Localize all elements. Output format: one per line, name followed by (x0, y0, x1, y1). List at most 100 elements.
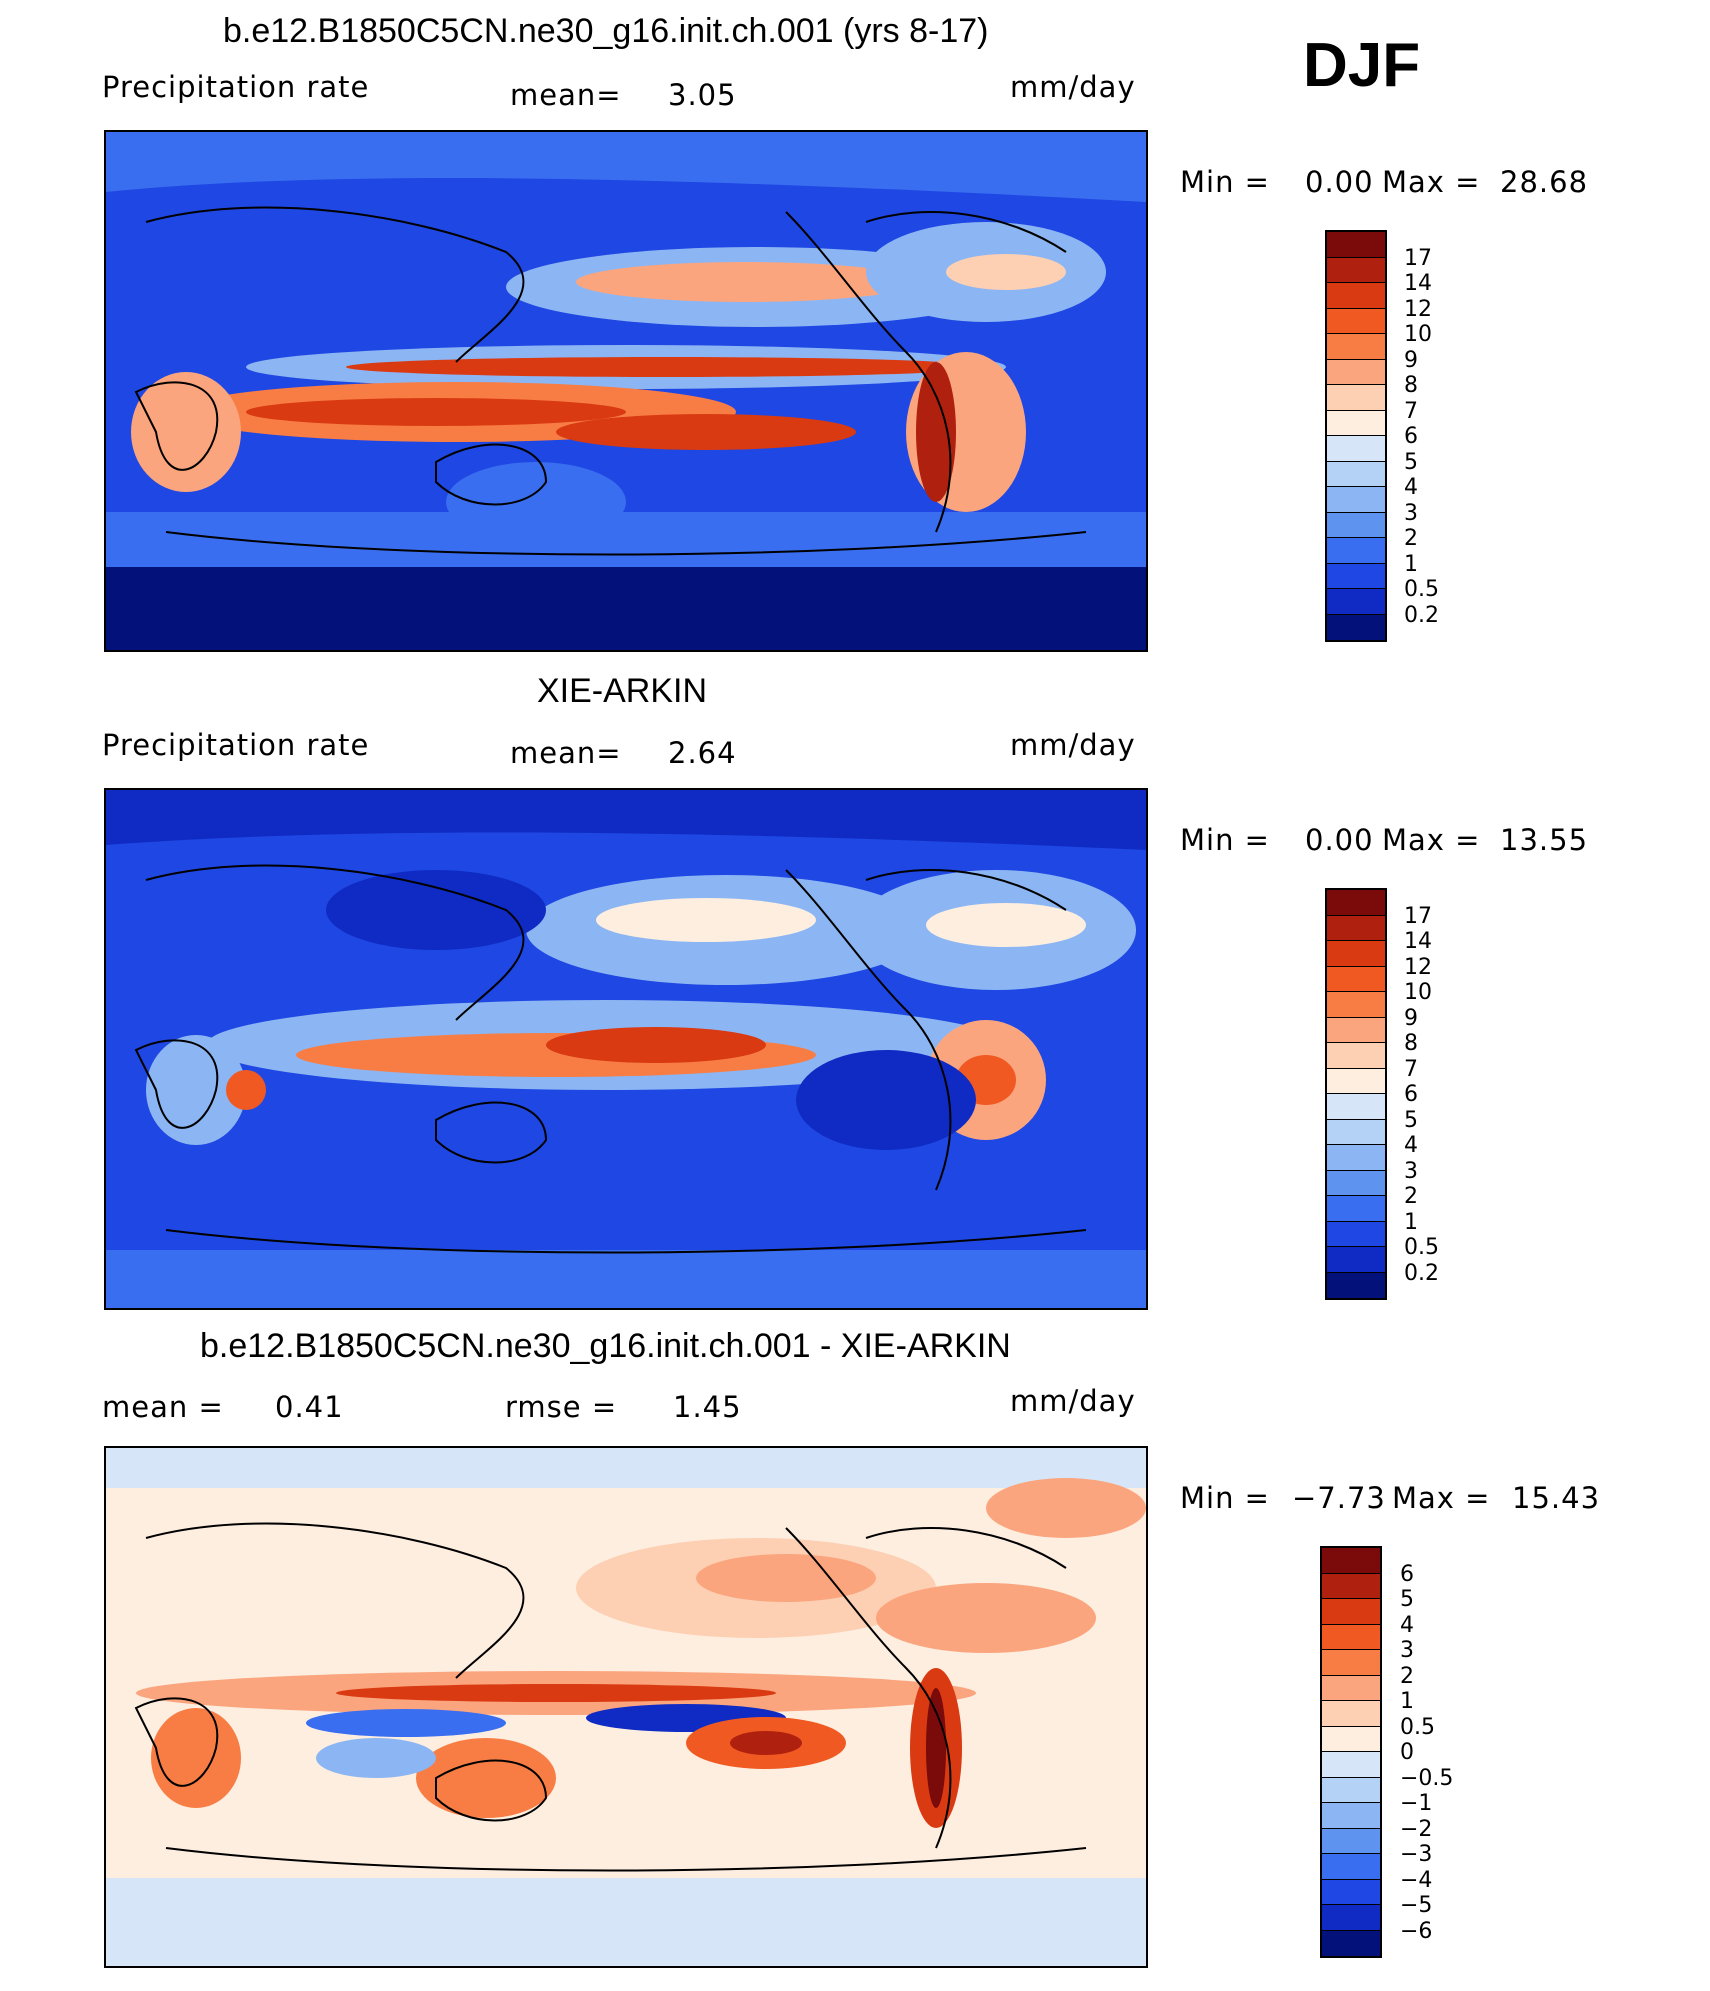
colorbar-tick-label: 1 (1400, 1689, 1414, 1714)
colorbar-tick-label: 5 (1400, 1587, 1414, 1612)
colorbar-swatch (1322, 1905, 1380, 1931)
colorbar-tick-label: 8 (1404, 373, 1418, 398)
colorbar-swatch (1322, 1879, 1380, 1905)
colorbar-swatch (1327, 257, 1385, 283)
colorbar-swatch (1322, 1854, 1380, 1880)
colorbar-swatch (1327, 915, 1385, 941)
colorbar-swatch (1327, 308, 1385, 334)
panel-3-rmse-value: 1.45 (673, 1390, 742, 1424)
colorbar-swatch (1322, 1624, 1380, 1650)
panel-1-max-label: Max = (1382, 165, 1481, 199)
panel-3-mean-value: 0.41 (275, 1390, 344, 1424)
colorbar-swatch (1327, 1094, 1385, 1120)
colorbar-swatch (1327, 1017, 1385, 1043)
panel-1-max-value: 28.68 (1500, 165, 1589, 199)
colorbar-tick-label: 6 (1404, 1082, 1418, 1107)
colorbar-tick-label: 10 (1404, 980, 1432, 1005)
panel-2-mean-value: 2.64 (668, 736, 737, 770)
colorbar-swatch (1327, 512, 1385, 538)
colorbar-tick-label: −1 (1400, 1791, 1433, 1816)
colorbar-swatch (1327, 385, 1385, 411)
panel-2-mean-label: mean= (510, 736, 622, 770)
colorbar-tick-label: 0.2 (1404, 1260, 1439, 1286)
colorbar-tick-label: 0.2 (1404, 602, 1439, 628)
colorbar-tick-label: 2 (1400, 1663, 1414, 1689)
colorbar-swatch (1322, 1930, 1380, 1956)
colorbar-tick-label: 4 (1404, 475, 1418, 500)
panel-1-min-label: Min = (1180, 165, 1270, 199)
colorbar-swatch (1327, 232, 1385, 258)
colorbar-swatch (1322, 1777, 1380, 1803)
panel-1-mean-value: 3.05 (668, 78, 737, 112)
colorbar-tick-label: 9 (1404, 1005, 1418, 1031)
colorbar-swatch (1327, 436, 1385, 462)
colorbar-tick-label: −5 (1400, 1893, 1433, 1918)
colorbar-tick-label: 17 (1404, 245, 1432, 271)
colorbar-swatch (1327, 461, 1385, 487)
colorbar-tick-label: 2 (1404, 526, 1418, 551)
season-label: DJF (1303, 31, 1421, 100)
panel-2-units: mm/day (1010, 728, 1136, 762)
colorbar-swatch (1327, 1247, 1385, 1273)
colorbar-swatch (1327, 563, 1385, 589)
colorbar-tick-label: −4 (1400, 1867, 1433, 1893)
colorbar-swatch (1327, 538, 1385, 564)
panel-2-max-label: Max = (1382, 823, 1481, 857)
panel-3-contour-field (106, 1448, 1146, 1966)
panel-1-mean-label: mean= (510, 78, 622, 112)
colorbar-tick-label: 0 (1400, 1740, 1414, 1765)
panel-1-contour-field (106, 132, 1146, 650)
colorbar-tick-label: 4 (1404, 1133, 1418, 1158)
colorbar-tick-label: 7 (1404, 398, 1418, 424)
colorbar-tick-label: 12 (1404, 296, 1432, 322)
panel-1-min-value: 0.00 (1305, 165, 1374, 199)
panel-3-min-value: −7.73 (1292, 1481, 1386, 1515)
colorbar-tick-label: 17 (1404, 903, 1432, 929)
colorbar-tick-label: 12 (1404, 954, 1432, 980)
colorbar-swatch (1322, 1752, 1380, 1778)
panel-2-map (104, 788, 1148, 1310)
colorbar-swatch (1322, 1675, 1380, 1701)
colorbar-tick-label: 14 (1404, 271, 1432, 296)
colorbar-swatch (1327, 1196, 1385, 1222)
colorbar-swatch (1327, 992, 1385, 1018)
colorbar-swatch (1322, 1701, 1380, 1727)
colorbar-swatch (1327, 283, 1385, 309)
panel-3-mean-label: mean = (102, 1390, 224, 1424)
panel-3-colorbar (1320, 1546, 1382, 1958)
panel-1-map (104, 130, 1148, 652)
panel-3-max-value: 15.43 (1512, 1481, 1601, 1515)
colorbar-tick-label: 2 (1404, 1184, 1418, 1209)
colorbar-tick-label: 14 (1404, 929, 1432, 954)
colorbar-tick-label: 8 (1404, 1031, 1418, 1056)
panel-3-map (104, 1446, 1148, 1968)
colorbar-swatch (1327, 890, 1385, 916)
colorbar-tick-label: 0.5 (1404, 577, 1439, 602)
panel-2-min-value: 0.00 (1305, 823, 1374, 857)
colorbar-swatch (1322, 1599, 1380, 1625)
colorbar-swatch (1327, 614, 1385, 640)
panel-3-min-label: Min = (1180, 1481, 1270, 1515)
colorbar-swatch (1327, 1068, 1385, 1094)
panel-1-colorbar (1325, 230, 1387, 642)
colorbar-tick-label: −6 (1400, 1918, 1433, 1944)
colorbar-tick-label: −0.5 (1400, 1765, 1454, 1791)
colorbar-tick-label: 9 (1404, 347, 1418, 373)
panel-1-variable-label: Precipitation rate (102, 70, 370, 104)
panel-2-max-value: 13.55 (1500, 823, 1589, 857)
colorbar-swatch (1322, 1726, 1380, 1752)
colorbar-swatch (1327, 1221, 1385, 1247)
colorbar-tick-label: −3 (1400, 1842, 1433, 1867)
panel-3-units: mm/day (1010, 1384, 1136, 1418)
panel-2-colorbar (1325, 888, 1387, 1300)
panel-3-rmse-label: rmse = (505, 1390, 618, 1424)
panel-2-min-label: Min = (1180, 823, 1270, 857)
colorbar-tick-label: 4 (1400, 1612, 1414, 1638)
colorbar-tick-label: 0.5 (1400, 1714, 1435, 1740)
colorbar-swatch (1322, 1548, 1380, 1574)
colorbar-tick-label: 1 (1404, 1209, 1418, 1235)
colorbar-swatch (1327, 941, 1385, 967)
colorbar-tick-label: 7 (1404, 1056, 1418, 1082)
panel-3-max-label: Max = (1392, 1481, 1491, 1515)
colorbar-swatch (1322, 1573, 1380, 1599)
